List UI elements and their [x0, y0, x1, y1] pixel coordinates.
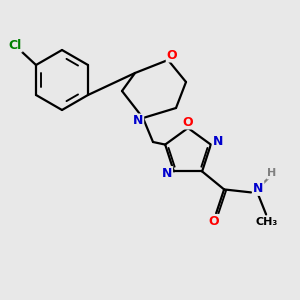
- Text: Cl: Cl: [8, 38, 22, 52]
- Text: N: N: [213, 135, 223, 148]
- Text: O: O: [209, 215, 219, 228]
- Text: N: N: [253, 182, 263, 195]
- Text: H: H: [268, 168, 277, 178]
- Text: N: N: [133, 115, 143, 128]
- Text: CH₃: CH₃: [256, 218, 278, 227]
- Text: N: N: [162, 167, 172, 180]
- Text: O: O: [167, 49, 177, 62]
- Text: O: O: [183, 116, 193, 128]
